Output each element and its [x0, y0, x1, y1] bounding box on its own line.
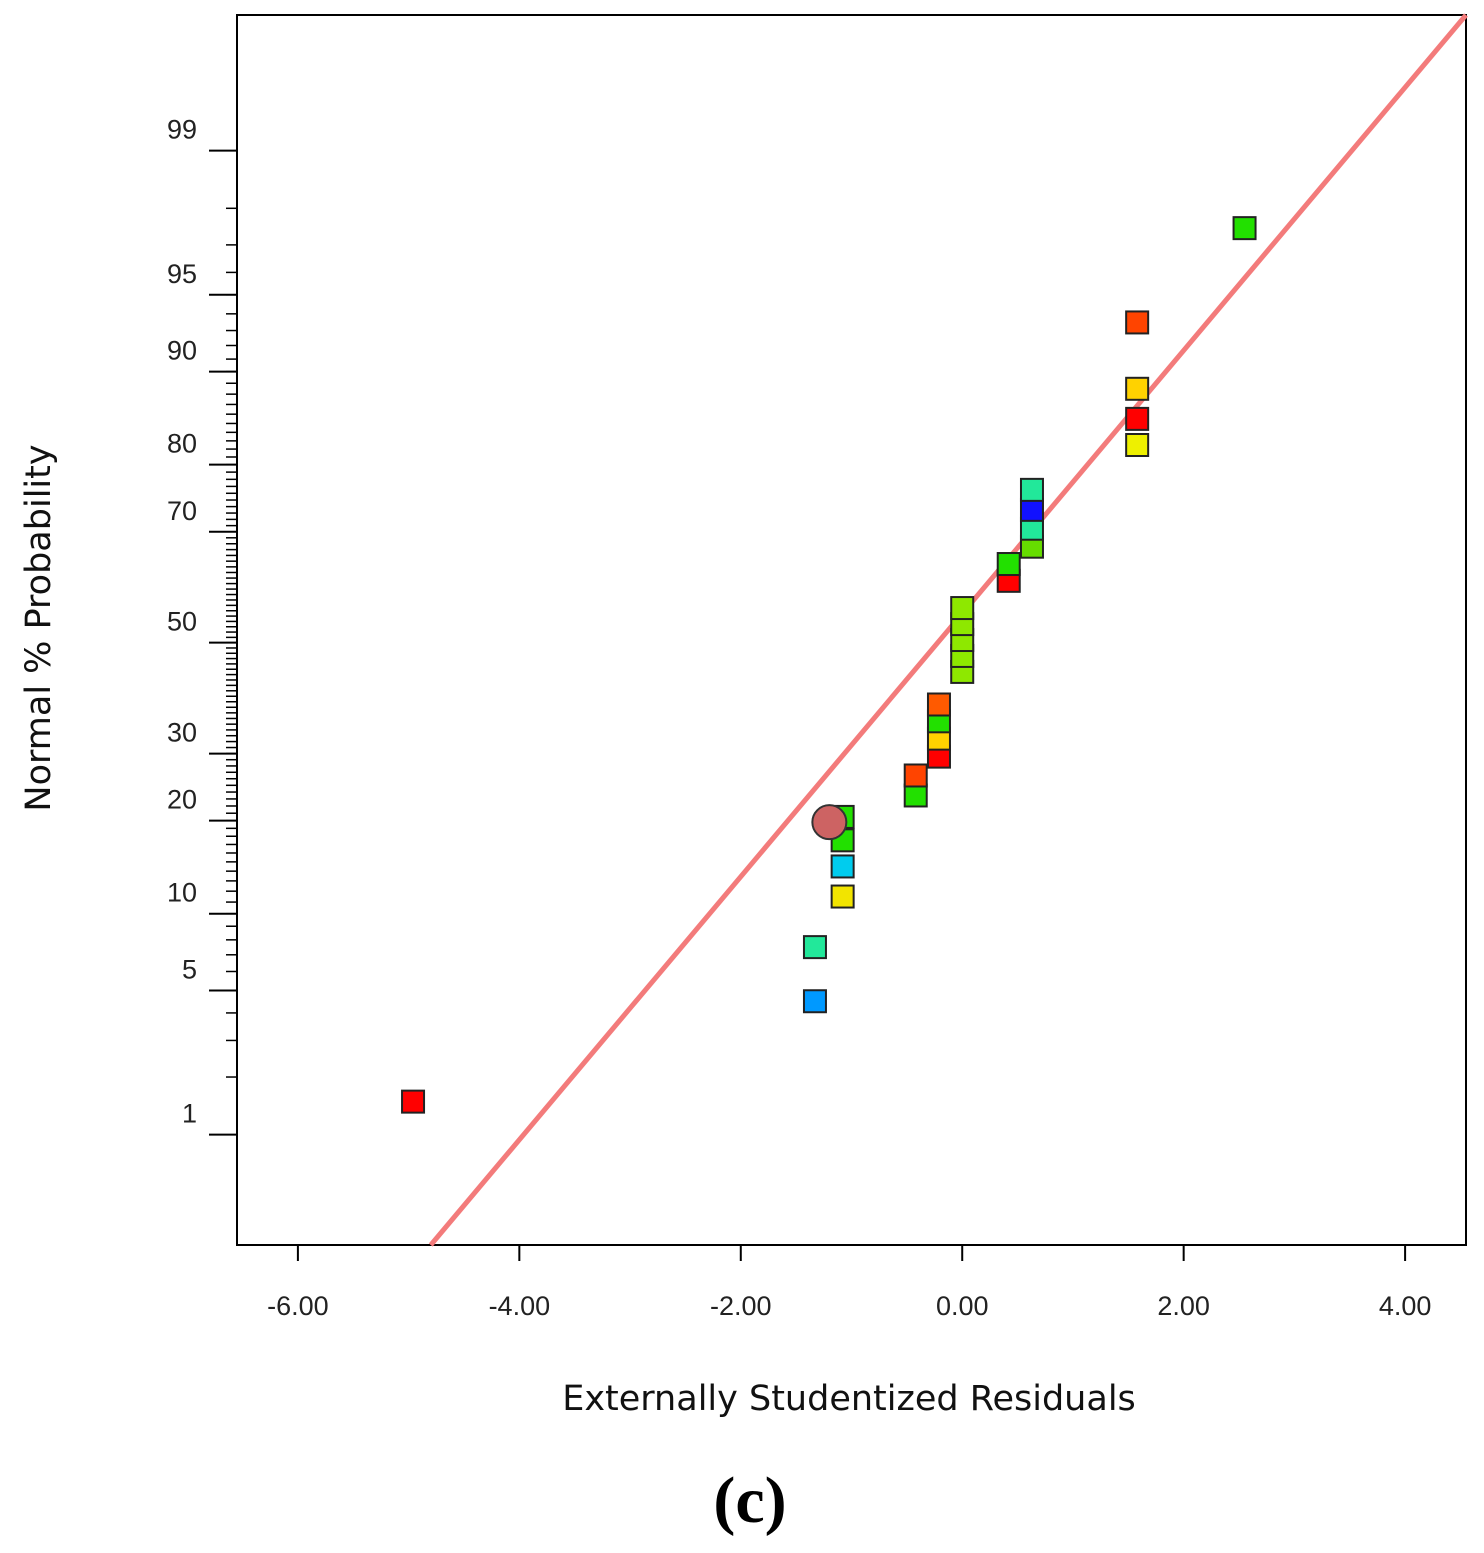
y-tick-label: 95	[167, 259, 197, 289]
y-tick-label: 80	[167, 429, 197, 459]
x-tick-label: -4.00	[489, 1291, 551, 1321]
y-minor-ticks	[226, 207, 237, 1078]
residual-point	[802, 989, 827, 1014]
residual-point	[830, 854, 855, 879]
x-tick-label: -6.00	[267, 1291, 329, 1321]
residual-point	[830, 884, 855, 909]
residual-point	[802, 935, 827, 960]
residual-point	[1125, 433, 1150, 458]
residual-point	[903, 763, 928, 788]
y-axis-ticks: 1 5 10 20 30 50 70 80 90 95 99	[167, 115, 237, 1136]
y-axis-title: Normal % Probability	[19, 444, 59, 811]
residual-point	[1125, 310, 1150, 335]
residual-points	[401, 216, 1257, 1114]
x-tick-label: 2.00	[1157, 1291, 1210, 1321]
residual-point-circle	[811, 804, 848, 841]
y-tick-label: 20	[167, 785, 197, 815]
residual-point	[401, 1089, 426, 1114]
residual-point	[1019, 497, 1044, 522]
y-tick-label: 99	[167, 115, 197, 145]
y-tick-label: 70	[167, 496, 197, 526]
residual-point	[1125, 406, 1150, 431]
x-axis-ticks: -6.00 -4.00 -2.00 0.00 2.00 4.00	[267, 1245, 1431, 1321]
panel-label: (c)	[713, 1464, 786, 1537]
residual-point	[1232, 216, 1257, 241]
residual-point	[1019, 477, 1044, 502]
residual-point	[926, 692, 951, 717]
y-tick-label: 90	[167, 336, 197, 366]
y-tick-label: 30	[167, 718, 197, 748]
residual-point	[950, 596, 975, 621]
x-tick-label: 0.00	[936, 1291, 989, 1321]
y-tick-label: 10	[167, 878, 197, 908]
x-axis-title: Externally Studentized Residuals	[562, 1379, 1136, 1419]
residual-point	[903, 783, 928, 808]
reference-line	[428, 13, 1468, 1247]
x-tick-label: 4.00	[1379, 1291, 1432, 1321]
plot-frame	[236, 14, 1467, 1246]
y-tick-label: 1	[182, 1099, 197, 1129]
y-tick-label: 5	[182, 955, 197, 985]
residual-point	[1125, 376, 1150, 401]
residual-point	[996, 552, 1021, 577]
y-tick-label: 50	[167, 607, 197, 637]
x-tick-label: -2.00	[710, 1291, 772, 1321]
